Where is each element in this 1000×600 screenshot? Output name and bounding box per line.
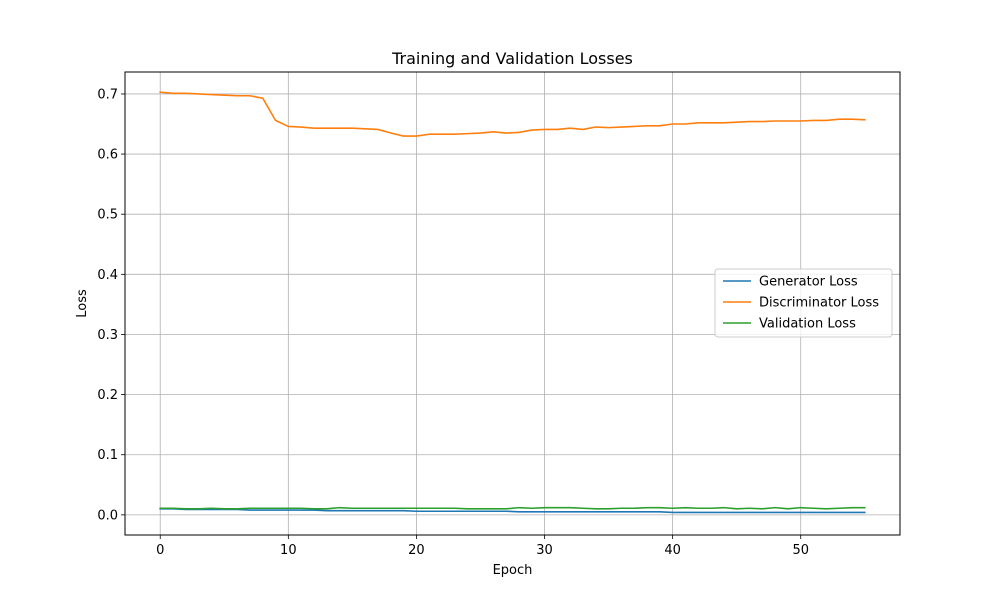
y-tick-label: 0.6 (97, 148, 118, 163)
plot-frame (124, 71, 901, 536)
x-tick-label: 30 (536, 543, 553, 558)
x-tick-label: 50 (792, 543, 809, 558)
y-tick-label: 0.1 (97, 448, 118, 463)
legend-box (714, 268, 893, 338)
legend-label: Generator Loss (759, 275, 858, 290)
legend: Generator Loss Discriminator Loss Validati… (714, 268, 893, 338)
series-line-discriminator-loss (159, 91, 866, 137)
series-lines (159, 91, 866, 514)
legend-label: Discriminator Loss (759, 296, 879, 311)
y-tick-label: 0.3 (97, 328, 118, 343)
x-tick-label: 40 (664, 543, 681, 558)
chart-title: Training and Validation Losses (391, 49, 633, 68)
y-tick-label: 0.0 (97, 508, 118, 523)
series-line-generator-loss (159, 508, 866, 514)
x-axis-label: Epoch (493, 563, 533, 578)
axis-ticks: 0 10 20 30 40 50 0.0 0.1 0.2 0.3 0.4 0.5 0.6 0.7 (97, 87, 809, 558)
y-tick-label: 0.2 (97, 388, 118, 403)
x-tick-label: 0 (156, 543, 164, 558)
legend-label: Validation Loss (759, 317, 856, 332)
y-axis-label: Loss (75, 289, 90, 318)
y-tick-label: 0.4 (97, 268, 118, 283)
x-tick-label: 10 (280, 543, 297, 558)
y-tick-label: 0.7 (97, 87, 118, 102)
x-tick-label: 20 (408, 543, 425, 558)
y-tick-label: 0.5 (97, 208, 118, 223)
series-line-validation-loss (159, 506, 866, 510)
